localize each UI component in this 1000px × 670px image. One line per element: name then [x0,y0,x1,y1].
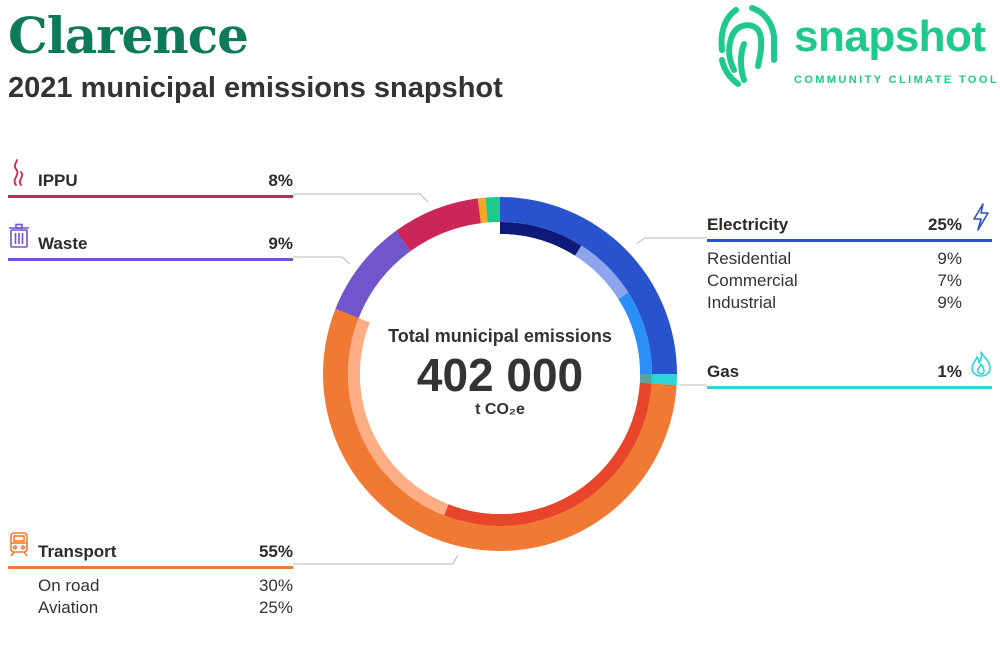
inner-slice-residential-0 [500,222,582,256]
sub-percent: 30% [258,576,293,595]
transport-name: Transport [38,542,117,561]
sub-name: On road [38,576,100,595]
train-icon [10,532,28,557]
inner-slice-gas-3 [639,374,652,384]
sub-name: Aviation [38,598,99,617]
electricity-percent: 25% [927,215,962,234]
category-transport: Transport 55% On road 30% Aviation 25% [8,532,293,617]
category-ippu: IPPU 8% [8,159,293,198]
outer-ring [323,197,677,551]
outer-slice-segment-6 [485,197,500,223]
gas-rule [707,386,992,389]
donut-hole [360,234,640,514]
inner-slice-industrial-2 [618,292,652,374]
logo-tagline: COMMUNITY CLIMATE TOOL [794,74,999,86]
transport-sub-row: On road 30% [38,576,293,598]
leader-line-transport [293,554,459,565]
page-title: Clarence [8,6,249,65]
trash-bin-icon [9,223,29,248]
category-waste: Waste 9% [8,223,293,261]
sub-percent: 25% [258,598,293,617]
gas-percent: 1% [937,362,962,381]
inner-slice-aviation-5 [348,318,449,516]
outer-slice-ippu-4 [395,198,481,252]
leader-line-waste [293,256,351,265]
flame-icon [971,351,991,377]
sub-percent: 7% [937,271,962,290]
leader-line-electricity [635,237,707,245]
ippu-name: IPPU [38,171,78,190]
sub-name: Commercial [707,271,798,290]
gas-name: Gas [707,362,740,381]
total-emissions-summary: Total municipal emissions 402 000 t CO₂e [360,326,640,419]
category-gas: Gas 1% [707,351,992,389]
sub-percent: 9% [937,249,962,268]
total-unit: t CO₂e [475,401,525,418]
outer-slice-waste-3 [335,230,411,319]
smoke-icon [13,159,24,186]
electricity-sub-row: Residential 9% [707,249,962,271]
leader-line-ippu [293,193,429,203]
waste-name: Waste [38,234,88,253]
sub-percent: 9% [937,293,962,312]
electricity-rule [707,239,992,242]
electricity-sub-row: Industrial 9% [707,293,962,315]
snapshot-logo: snapshot COMMUNITY CLIMATE TOOL [714,0,1000,90]
transport-percent: 55% [258,542,293,561]
electricity-name: Electricity [707,215,789,234]
ippu-rule [8,195,293,198]
outer-slice-segment-5 [477,197,488,224]
transport-sub-row: Aviation 25% [38,598,293,620]
waste-rule [8,258,293,261]
category-electricity: Electricity 25% Residential 9% Commercia… [707,203,992,312]
inner-ring [348,222,652,527]
transport-rule [8,566,293,569]
ippu-percent: 8% [268,171,293,190]
total-label: Total municipal emissions [388,326,612,346]
outer-slice-electricity-0 [500,197,677,374]
electricity-sub-row: Commercial 7% [707,271,962,293]
leader-lines [293,193,707,565]
inner-slice-on-road-4 [444,382,652,527]
lightning-icon [973,203,989,231]
logo-wordmark: snapshot [794,12,986,61]
total-value: 402 000 [416,349,584,401]
sub-name: Industrial [707,293,776,312]
inner-slice-commercial-1 [575,245,629,299]
sub-name: Residential [707,249,792,268]
fingerprint-logo-icon [718,5,777,87]
waste-percent: 9% [268,234,293,253]
outer-slice-gas-1 [651,374,677,386]
page-subtitle: 2021 municipal emissions snapshot [8,72,503,104]
